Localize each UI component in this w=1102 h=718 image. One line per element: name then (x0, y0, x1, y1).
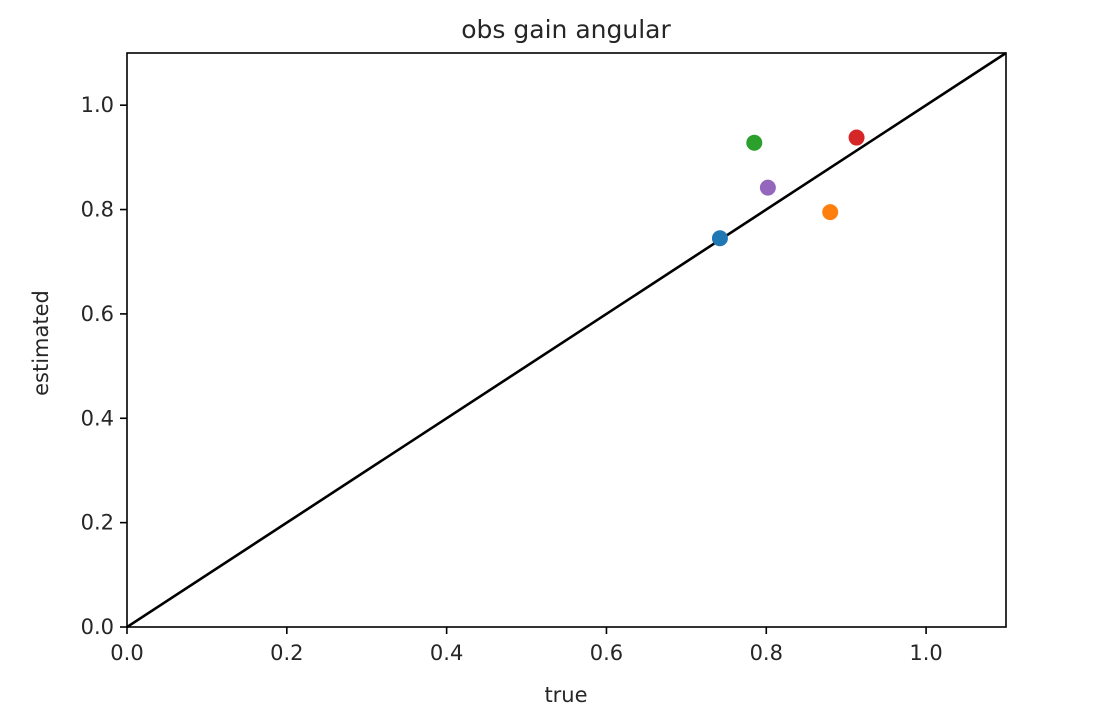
x-tick-label: 0.0 (110, 641, 143, 665)
y-axis-ticks: 0.0 0.2 0.4 0.6 0.8 1.0 (81, 93, 127, 639)
points-layer (711, 129, 865, 247)
plot-frame (126, 52, 1007, 628)
y-tick-label: 0.0 (81, 615, 114, 639)
y-tick-label: 0.8 (81, 198, 114, 222)
y-tick-label: 0.6 (81, 302, 114, 326)
data-point-4 (848, 129, 865, 146)
x-axis-label: true (544, 683, 587, 707)
x-tick-label: 1.0 (909, 641, 942, 665)
data-point-2 (822, 204, 839, 221)
y-tick-label: 0.2 (81, 511, 114, 535)
x-tick-label: 0.2 (270, 641, 303, 665)
reference-line (126, 51, 1007, 629)
y-axis-label: estimated (29, 290, 53, 396)
plot-area (126, 51, 1007, 629)
x-axis-ticks: 0.0 0.2 0.4 0.6 0.8 1.0 (110, 627, 943, 665)
x-tick-label: 0.8 (750, 641, 783, 665)
chart-title: obs gain angular (461, 15, 671, 44)
x-tick-label: 0.4 (430, 641, 463, 665)
data-point-3 (746, 134, 763, 151)
y-tick-label: 0.4 (81, 406, 114, 430)
x-tick-label: 0.6 (590, 641, 623, 665)
y-tick-label: 1.0 (81, 93, 114, 117)
data-point-5 (759, 179, 776, 196)
data-point-1 (711, 230, 728, 247)
